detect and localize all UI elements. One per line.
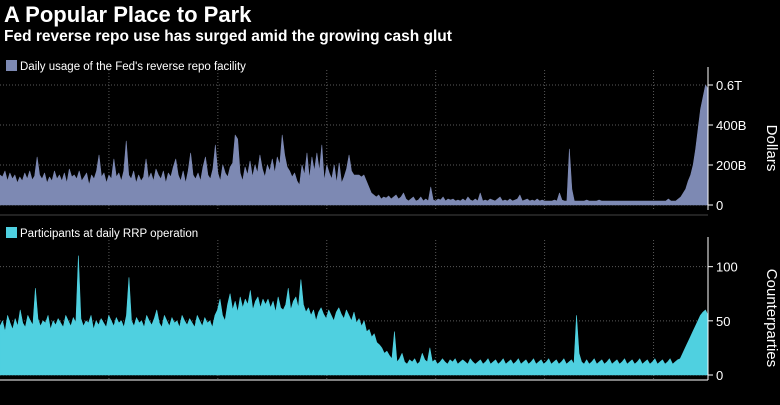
usage-area-path <box>0 84 709 206</box>
participants-tick-label: 50 <box>716 314 730 329</box>
usage-y-axis: 0 200B 400B 0.6T <box>707 67 746 213</box>
usage-legend-label: Daily usage of the Fed's reverse repo fa… <box>20 61 246 73</box>
participants-y-axis-title: Counterparties <box>763 269 780 367</box>
usage-area-series <box>0 84 709 206</box>
participants-area-path <box>0 255 709 376</box>
participants-area-series <box>0 255 709 376</box>
usage-legend-swatch <box>6 60 17 71</box>
participants-tick-label: 0 <box>716 368 723 383</box>
participants-tick-label: 100 <box>716 260 738 275</box>
participants-y-axis: 0 50 100 <box>707 237 738 383</box>
usage-panel: Daily usage of the Fed's reverse repo fa… <box>0 55 780 215</box>
usage-tick-label: 400B <box>716 118 746 133</box>
chart-subtitle: Fed reverse repo use has surged amid the… <box>4 28 452 45</box>
usage-tick-label: 0.6T <box>716 78 742 93</box>
usage-tick-label: 0 <box>716 198 723 213</box>
participants-legend-swatch <box>6 227 17 238</box>
chart-title: A Popular Place to Park <box>4 2 252 27</box>
usage-tick-label: 200B <box>716 158 746 173</box>
participants-panel: Participants at daily RRP operation 0 50 1… <box>0 227 780 383</box>
participants-legend-label: Participants at daily RRP operation <box>20 228 198 240</box>
usage-y-axis-title: Dollars <box>763 125 780 172</box>
